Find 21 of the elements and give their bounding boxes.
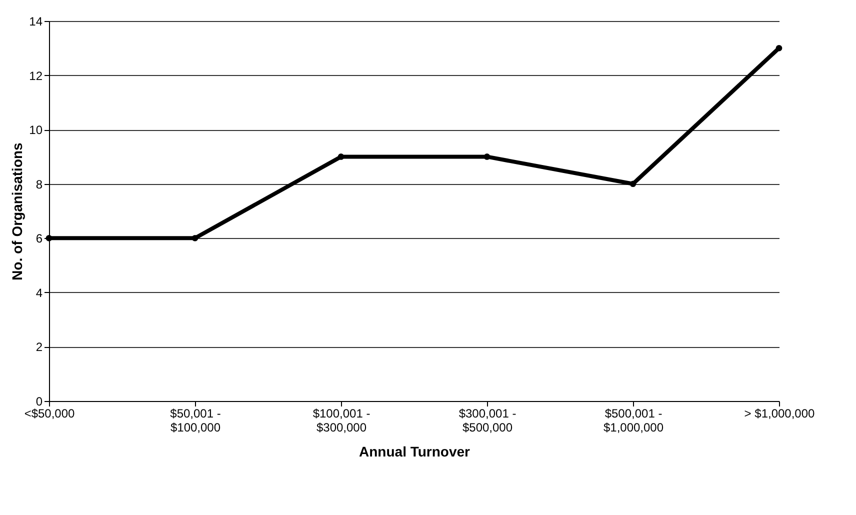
- x-tick-label: $300,001 - $500,000: [458, 406, 516, 434]
- point: [776, 44, 782, 52]
- point: [630, 180, 636, 188]
- x-axis-title: Annual Turnover: [359, 444, 471, 460]
- y-tick-label: 2: [36, 340, 43, 354]
- point: [338, 154, 344, 160]
- point: [192, 234, 198, 242]
- point: [484, 154, 490, 160]
- y-tick-label: 14: [29, 14, 43, 28]
- y-axis-title: No. of Organisations: [9, 142, 26, 280]
- x-tick-label: $100,001 - $300,000: [312, 406, 370, 434]
- y-tick-label: 4: [36, 286, 43, 300]
- x-tick-label: <$50,000: [24, 406, 76, 420]
- x-tick-label: > $1,000,000: [744, 406, 816, 420]
- y-tick-label: 12: [29, 68, 43, 83]
- y-tick-label: 0: [36, 394, 43, 408]
- x-tick-label: $500,001 - $1,000,000: [603, 406, 664, 434]
- y-tick-label: 10: [29, 123, 43, 138]
- y-tick-label: 8: [36, 177, 43, 192]
- y-tick-label: 6: [36, 232, 43, 246]
- x-tick-label: $50,001 - $100,000: [170, 406, 221, 434]
